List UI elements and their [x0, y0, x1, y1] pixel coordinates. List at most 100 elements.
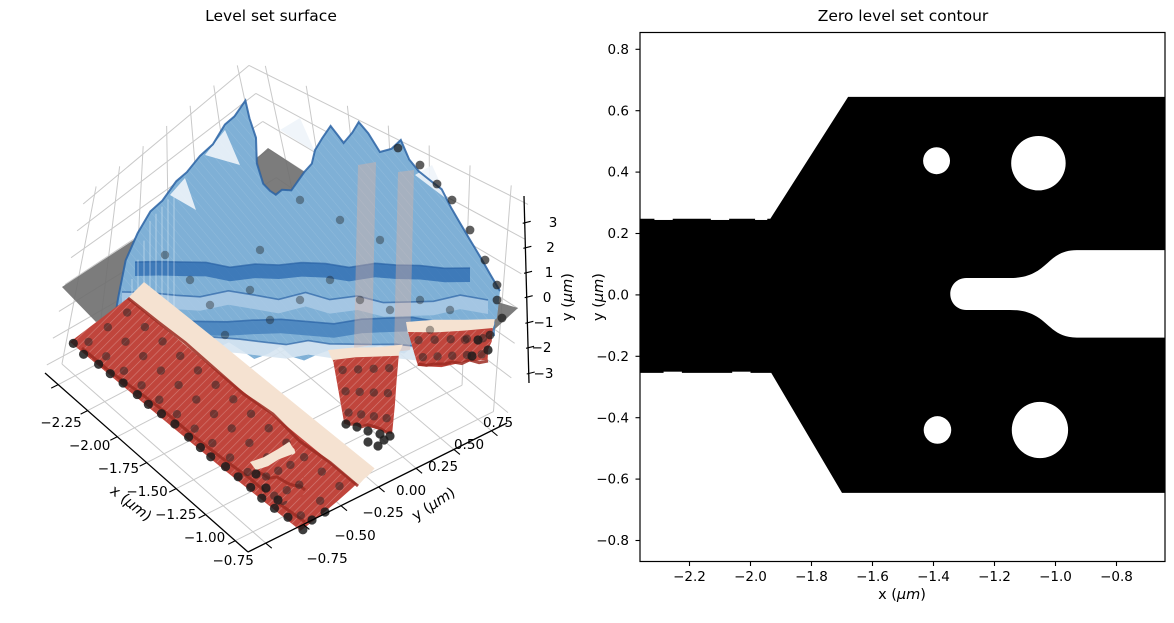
z-tick-label: 3 [549, 215, 558, 231]
red-ridge-line [127, 296, 359, 488]
z-tick-label: 1 [545, 265, 554, 281]
x-tick-mark [80, 410, 88, 415]
pane-grid-line [82, 65, 250, 205]
sample-dot [184, 432, 194, 442]
axis-spine [523, 195, 530, 384]
cream-transition-band [250, 441, 296, 473]
surface-ridge-band [122, 290, 488, 317]
contour-plot-2d: −2.2 −2.0 −1.8 −1.6 −1.4 −1.2 −1.0 −0.80.80.60.… [596, 31, 1166, 585]
sample-dot [94, 359, 104, 369]
grid-sample-dot [355, 387, 364, 397]
axes-3d [44, 195, 535, 553]
grid-sample-dot [462, 334, 472, 343]
grid-sample-dot [245, 438, 254, 448]
sample-dot [492, 280, 502, 290]
right-plot-title: Zero level set contour [817, 7, 989, 25]
grid-sample-dot [383, 388, 393, 398]
grid-sample-dot [315, 496, 325, 505]
contour-edge-nick [732, 371, 751, 375]
surface-white-cap [280, 118, 315, 152]
grid-sample-dot [176, 351, 185, 361]
grid-sample-dot [229, 395, 238, 404]
red-ridge-line [417, 358, 489, 367]
grid-sample-dot [140, 322, 150, 332]
z-tick-label: −1 [534, 315, 554, 331]
x-tick-label: −2.0 [734, 569, 767, 585]
cream-transition-band [128, 282, 375, 485]
y-tick-label: 0.00 [396, 483, 426, 499]
right-y-tick-labels: 0.8 0.6 0.4 0.2 0.0 −0.2 −0.4 −0.6 −0.8 [596, 42, 629, 549]
sample-point-dots [68, 143, 507, 535]
grid-sample-dot [299, 452, 309, 462]
surface-ridge-line [121, 289, 489, 304]
sample-dot [335, 215, 345, 225]
sample-dot [265, 315, 275, 325]
left-z-axis-label: y (μm) [560, 273, 576, 321]
sample-dot [465, 225, 475, 235]
y-tick-label: −0.75 [306, 551, 347, 567]
grid-sample-dot [274, 466, 283, 475]
z-tick-mark [525, 345, 535, 349]
sample-dot [425, 325, 435, 335]
grid-sample-dot [369, 412, 379, 421]
grid-sample-dot [225, 453, 235, 462]
right-x-axis-label-unit: μm [896, 587, 920, 603]
grid-sample-dot [243, 467, 252, 477]
grid-sample-dot [119, 366, 129, 376]
sample-dot [261, 483, 271, 493]
x-tick-label: −1.00 [184, 530, 225, 546]
grid-sample-dot [121, 337, 130, 346]
pane-grid-line [248, 64, 529, 205]
left-z-axis-label-prefix: y ( [560, 302, 576, 321]
sample-dot [379, 435, 389, 445]
grid-sample-dot [190, 424, 199, 433]
z-tick-label: −3 [534, 366, 554, 382]
right-y-axis-label-unit: μm [591, 279, 607, 303]
grid-sample-dot [261, 472, 271, 481]
grid-sample-dot [369, 388, 379, 397]
y-tick-mark [303, 523, 310, 530]
contour-edge-nick [755, 217, 768, 220]
grid-sample-dot [430, 335, 439, 344]
sample-dot [143, 399, 153, 409]
grid-sample-dot [341, 387, 350, 396]
blue-rim [111, 98, 501, 336]
sample-dot [233, 472, 243, 482]
z-tick-mark [522, 220, 531, 224]
zero-level-set-region [640, 96, 1165, 493]
sample-dot [445, 305, 455, 315]
x-tick-mark [50, 384, 59, 389]
sample-dot [257, 493, 267, 503]
grid-sample-dot [264, 424, 273, 433]
z-tick-mark [526, 371, 535, 375]
z-tick-mark [524, 295, 533, 299]
grid-sample-dot [385, 363, 394, 373]
grid-sample-dot [84, 337, 93, 347]
grid-sample-dot [227, 424, 236, 433]
x-tick-mark [139, 462, 147, 467]
y-tick-label: 0.0 [608, 288, 629, 304]
sample-dot [269, 503, 280, 513]
grid-sample-dot [338, 365, 347, 375]
grid-sample-dot [382, 414, 391, 423]
y-tick-label: 0.6 [608, 103, 629, 119]
y-tick-label: −0.6 [596, 472, 629, 488]
y-tick-label: 0.75 [483, 415, 513, 431]
surface-ridge-line [134, 260, 471, 270]
grid-sample-dot [335, 481, 344, 491]
x-tick-label: −1.75 [98, 461, 139, 477]
axis-spine [247, 422, 508, 553]
y-tick-mark [453, 449, 461, 455]
grid-sample-dot [156, 366, 166, 375]
x-tick-label: −1.0 [1039, 569, 1072, 585]
grid-sample-dot [418, 352, 428, 362]
right-y-axis-label-suffix: ) [591, 273, 607, 279]
x-tick-label: −1.25 [155, 507, 196, 523]
grid-sample-dot [192, 395, 201, 404]
z-tick-label: 0 [543, 290, 552, 306]
sample-dot [355, 295, 365, 305]
sample-dot [220, 461, 231, 472]
grid-sample-dot [353, 365, 363, 374]
sample-dot [473, 335, 483, 345]
